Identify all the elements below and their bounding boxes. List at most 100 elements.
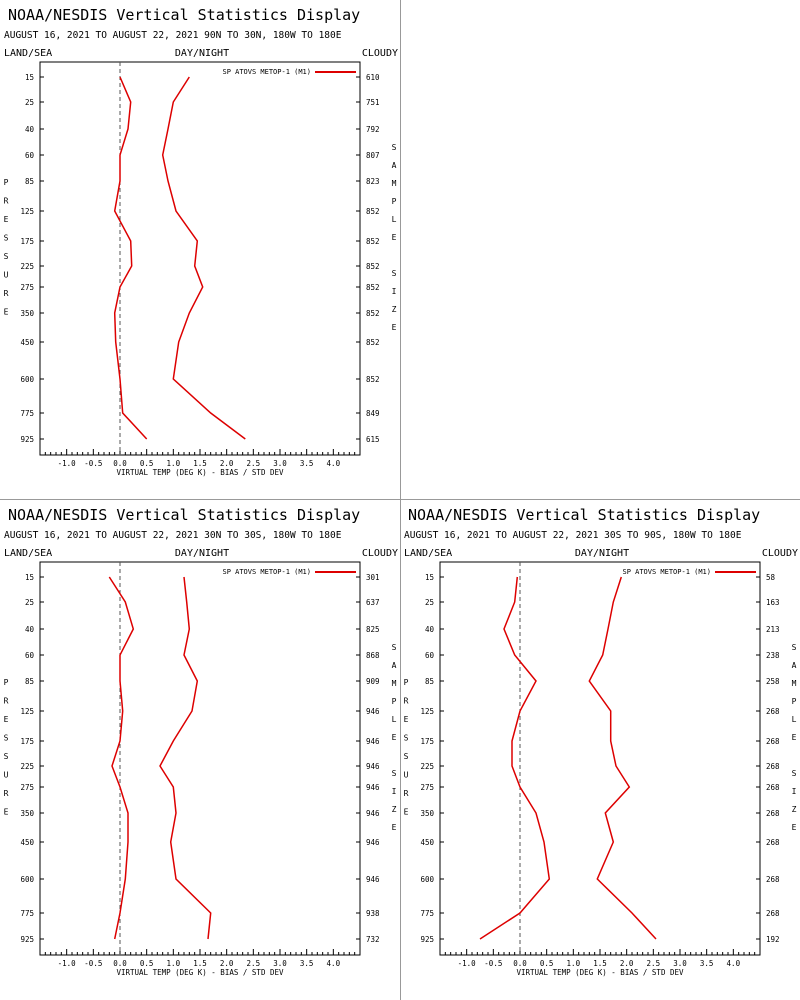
sample-size-label: 823 [366, 177, 380, 186]
sample-size-label: 268 [766, 809, 780, 818]
legend-label: SP ATOVS METOP-1 (M1) [622, 568, 711, 576]
pressure-level-label: 925 [20, 435, 34, 444]
sample-size-label: 825 [366, 625, 380, 634]
sample-size-label: 938 [366, 909, 380, 918]
pressure-vertical-letter: U [404, 771, 409, 780]
sample-size-vertical-letter: A [392, 161, 397, 170]
x-tick-label: 3.0 [273, 959, 287, 968]
pressure-vertical-letter: P [404, 678, 409, 687]
cloudy-label: CLOUDY [762, 548, 798, 559]
sample-size-vertical-letter: M [392, 179, 397, 188]
sample-size-label: 946 [366, 737, 380, 746]
sample-size-label: 192 [766, 935, 780, 944]
pressure-vertical-letter: E [404, 715, 409, 724]
sample-size-label: 852 [366, 338, 380, 347]
sample-size-vertical-letter [392, 751, 397, 760]
pressure-vertical-letter: R [4, 289, 9, 298]
sample-size-vertical-letter: L [392, 215, 397, 224]
sample-size-label: 301 [366, 573, 380, 582]
sample-size-vertical-letter: A [792, 661, 797, 670]
panel-divider-horizontal [0, 499, 800, 500]
pressure-vertical-letter: E [4, 308, 9, 317]
pressure-level-label: 40 [25, 625, 35, 634]
pressure-vertical-letter: E [4, 715, 9, 724]
pressure-level-label: 25 [425, 598, 434, 607]
x-tick-label: 1.5 [193, 959, 207, 968]
sample-size-vertical-letter: E [792, 823, 797, 832]
legend-label: SP ATOVS METOP-1 (M1) [222, 68, 311, 76]
pressure-vertical-letter: E [404, 808, 409, 817]
pressure-level-label: 275 [20, 783, 34, 792]
legend-label: SP ATOVS METOP-1 (M1) [222, 568, 311, 576]
plot-frame [439, 561, 761, 956]
x-tick-label: 1.0 [167, 459, 181, 468]
pressure-vertical-letter: P [4, 678, 9, 687]
sample-size-label: 268 [766, 838, 780, 847]
sample-size-label: 807 [366, 151, 380, 160]
sample-size-vertical-letter: M [792, 679, 797, 688]
sample-size-vertical-letter: S [792, 769, 797, 778]
std-dev-series-line [588, 576, 657, 940]
sample-size-label: 58 [766, 573, 776, 582]
x-tick-label: 3.0 [273, 459, 287, 468]
x-tick-label: -1.0 [458, 959, 477, 968]
x-tick-label: 4.0 [727, 959, 741, 968]
pressure-level-label: 775 [20, 909, 34, 918]
sample-size-vertical-letter: E [392, 733, 397, 742]
pressure-vertical-letter: R [404, 789, 409, 798]
x-tick-label: 4.0 [327, 459, 341, 468]
pressure-level-label: 15 [425, 573, 434, 582]
pressure-vertical-letter: S [4, 752, 9, 761]
pressure-level-label: 15 [25, 573, 34, 582]
pressure-level-label: 600 [20, 875, 34, 884]
pressure-level-label: 775 [20, 409, 34, 418]
sample-size-vertical-letter: S [392, 269, 397, 278]
pressure-vertical-letter: U [4, 771, 9, 780]
plot-frame [39, 61, 361, 456]
sample-size-vertical-letter [392, 251, 397, 260]
x-tick-label: 2.5 [647, 959, 661, 968]
land-sea-label: LAND/SEA [4, 548, 52, 559]
chart-title: NOAA/NESDIS Vertical Statistics Display [8, 506, 360, 524]
sample-size-vertical-letter: E [392, 233, 397, 242]
sample-size-vertical-letter: L [792, 715, 797, 724]
x-tick-label: 3.0 [673, 959, 687, 968]
sample-size-label: 852 [366, 207, 380, 216]
x-tick-label: -0.5 [84, 959, 102, 968]
land-sea-label: LAND/SEA [4, 48, 52, 59]
pressure-vertical-letter: R [4, 197, 9, 206]
pressure-level-label: 125 [20, 707, 34, 716]
bias-series-line [113, 76, 148, 440]
pressure-level-label: 60 [425, 651, 435, 660]
x-axis-label: VIRTUAL TEMP (DEG K) - BIAS / STD DEV [116, 968, 284, 977]
sample-size-vertical-letter: S [792, 643, 797, 652]
sample-size-label: 615 [366, 435, 380, 444]
pressure-level-label: 225 [420, 762, 434, 771]
pressure-level-label: 600 [20, 375, 34, 384]
sample-size-vertical-letter: E [792, 733, 797, 742]
sample-size-label: 268 [766, 707, 780, 716]
pressure-level-label: 275 [20, 283, 34, 292]
sample-size-vertical-letter: I [392, 787, 397, 796]
sample-size-label: 852 [366, 237, 380, 246]
x-tick-label: 0.0 [113, 959, 127, 968]
std-dev-series-line [161, 76, 246, 440]
day-night-label: DAY/NIGHT [175, 548, 229, 559]
day-night-label: DAY/NIGHT [575, 548, 629, 559]
pressure-level-label: 60 [25, 651, 35, 660]
sample-size-vertical-letter: S [392, 643, 397, 652]
pressure-level-label: 450 [20, 838, 34, 847]
panel-divider-vertical [400, 0, 401, 1000]
chart-subtitle: AUGUST 16, 2021 TO AUGUST 22, 2021 30N T… [4, 530, 342, 541]
sample-size-label: 946 [366, 838, 380, 847]
x-tick-label: 1.0 [167, 959, 181, 968]
x-tick-label: 2.5 [247, 459, 261, 468]
pressure-level-label: 175 [20, 237, 34, 246]
sample-size-label: 849 [366, 409, 380, 418]
sample-size-label: 792 [366, 125, 380, 134]
sample-size-label: 946 [366, 762, 380, 771]
sample-size-label: 852 [366, 309, 380, 318]
